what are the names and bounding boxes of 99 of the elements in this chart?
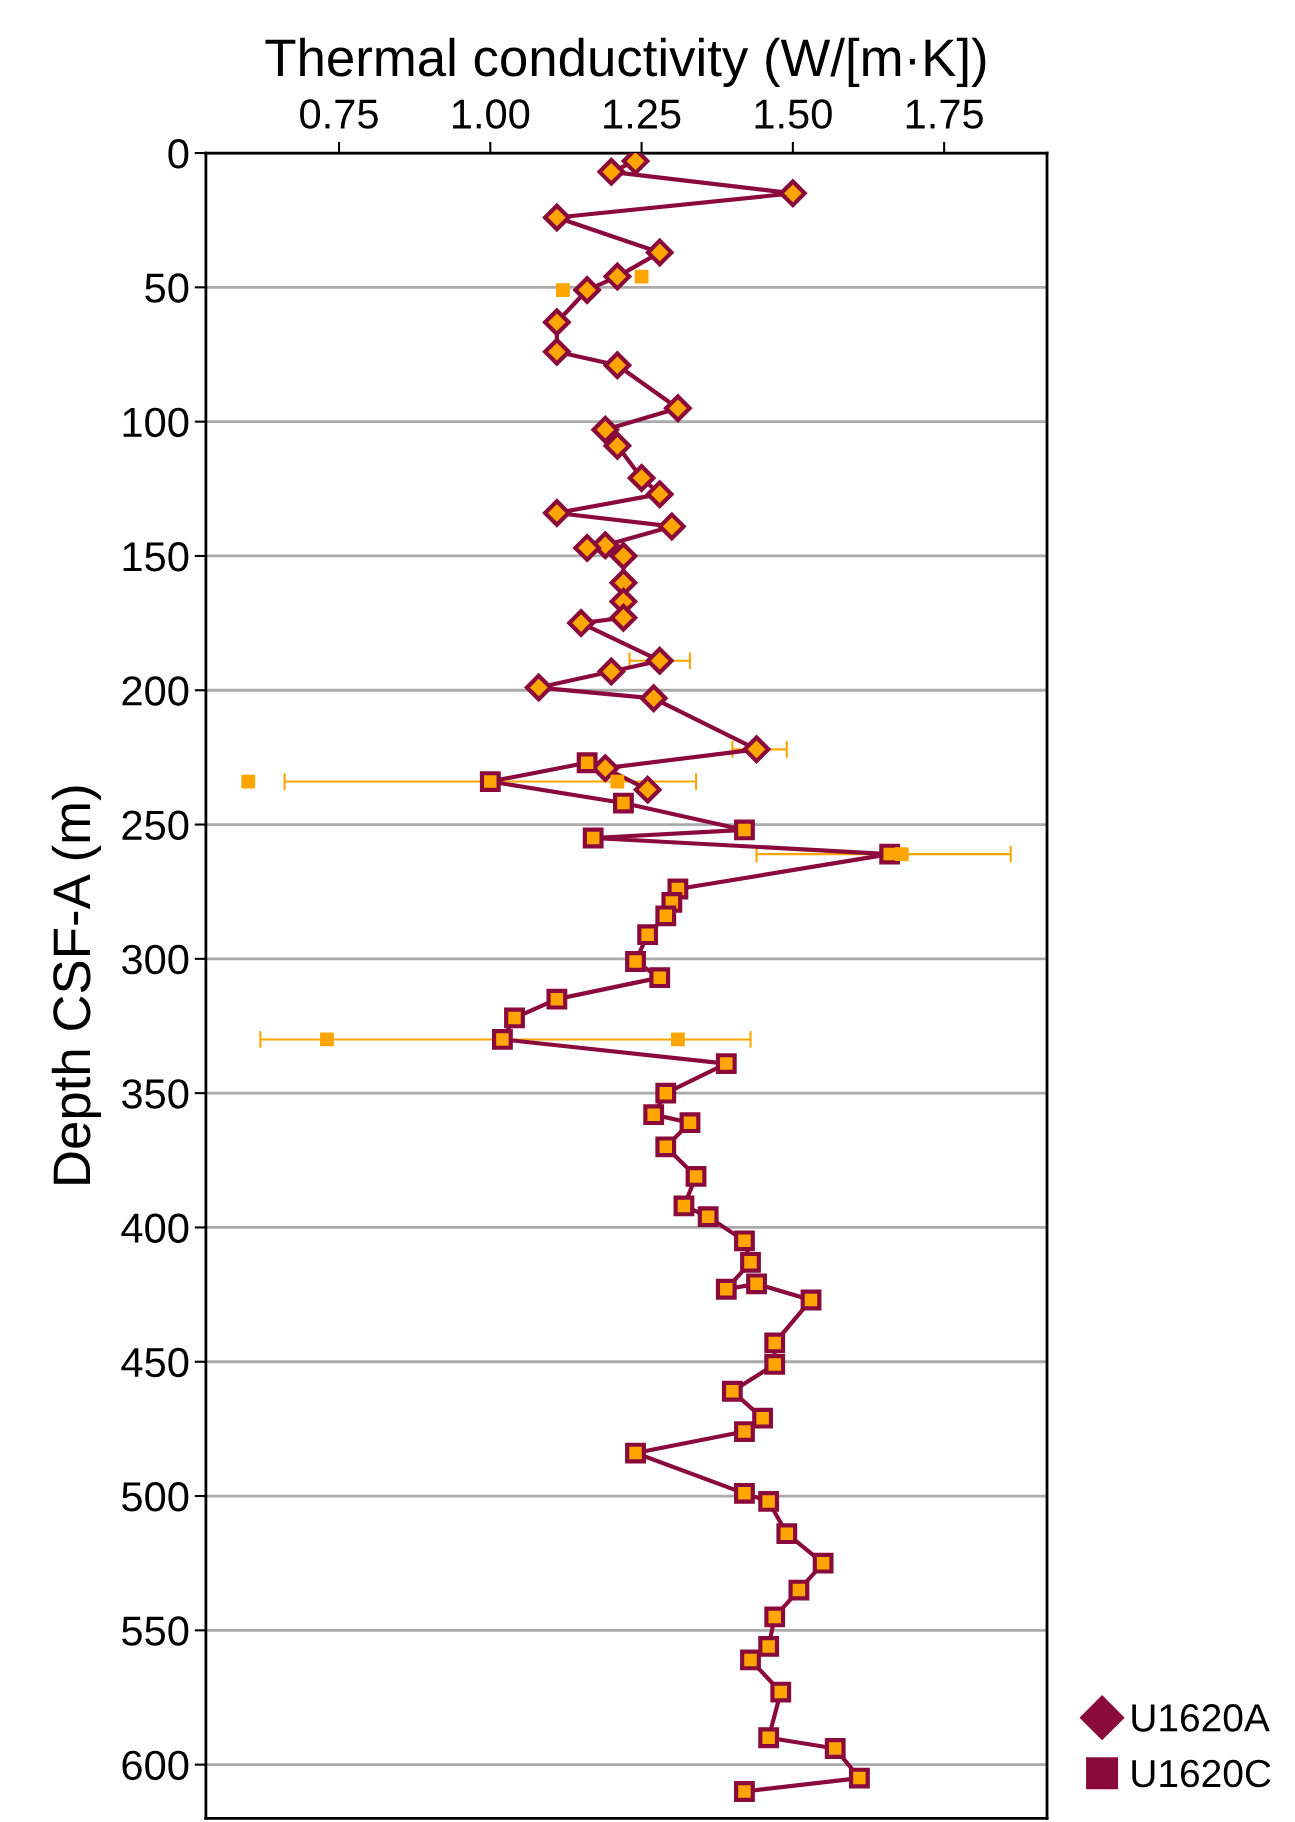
point xyxy=(479,771,501,792)
point xyxy=(241,774,256,789)
point xyxy=(655,1136,677,1158)
point xyxy=(320,1032,334,1047)
y-tick-label: 550 xyxy=(122,1616,189,1646)
point xyxy=(524,673,553,702)
point xyxy=(734,1482,755,1504)
point xyxy=(776,1523,798,1545)
y-tick-label: 150 xyxy=(123,541,189,572)
point xyxy=(764,1606,786,1628)
point xyxy=(556,283,570,297)
point xyxy=(758,1636,780,1657)
y-axis-title: Depth CSF-A (m) xyxy=(51,786,101,1184)
y-tick-label: 300 xyxy=(122,944,189,975)
point xyxy=(742,735,771,764)
point xyxy=(664,394,692,423)
point xyxy=(633,775,662,804)
point xyxy=(812,1552,834,1574)
point xyxy=(800,1289,822,1311)
point xyxy=(645,646,674,675)
y-tick-label: 450 xyxy=(121,1347,189,1378)
point xyxy=(504,1007,525,1029)
point xyxy=(542,308,571,337)
point xyxy=(697,1206,719,1228)
point xyxy=(625,951,646,972)
point xyxy=(634,269,649,284)
y-tick-label: 50 xyxy=(145,273,189,303)
point xyxy=(603,262,632,291)
point xyxy=(657,512,686,541)
point xyxy=(542,337,571,366)
point xyxy=(639,684,668,713)
point xyxy=(576,752,598,774)
point xyxy=(609,542,638,570)
point xyxy=(645,238,674,267)
point xyxy=(764,1354,786,1375)
x-tick-label: 1.75 xyxy=(906,99,983,129)
point xyxy=(637,924,659,946)
point xyxy=(613,792,634,814)
point xyxy=(894,847,909,861)
point xyxy=(597,157,626,186)
point xyxy=(740,1251,761,1273)
point xyxy=(673,1195,695,1217)
point xyxy=(764,1332,786,1354)
x-tick-label: 1.00 xyxy=(452,99,530,129)
y-tick-label: 250 xyxy=(122,810,189,841)
point xyxy=(603,431,632,460)
y-tick-label: 200 xyxy=(122,676,189,706)
point xyxy=(655,905,677,927)
point xyxy=(603,351,632,380)
point xyxy=(824,1738,846,1759)
point xyxy=(849,1767,870,1789)
point xyxy=(734,819,755,841)
point xyxy=(643,1104,665,1126)
point xyxy=(597,657,626,686)
point xyxy=(778,179,807,208)
point xyxy=(734,1781,755,1802)
point xyxy=(582,827,604,849)
point xyxy=(679,1112,701,1134)
legend-label: U1620C xyxy=(1132,1759,1271,1788)
y-tick-label: 0 xyxy=(168,139,189,169)
legend-label: U1620A xyxy=(1132,1704,1270,1732)
point xyxy=(610,774,625,789)
point xyxy=(734,1421,755,1442)
x-tick-label: 1.50 xyxy=(755,99,832,129)
point xyxy=(685,1165,707,1187)
point xyxy=(542,499,571,527)
point xyxy=(546,988,568,1010)
y-tick-label: 350 xyxy=(122,1079,189,1109)
point xyxy=(758,1727,780,1749)
point xyxy=(721,1380,743,1402)
point xyxy=(715,1053,737,1075)
point xyxy=(542,203,571,232)
point xyxy=(573,276,601,304)
point xyxy=(758,1490,780,1512)
point xyxy=(491,1029,513,1050)
point xyxy=(655,1082,677,1104)
point xyxy=(573,534,601,562)
point xyxy=(740,1649,761,1671)
point xyxy=(770,1681,792,1703)
point xyxy=(591,415,620,444)
point xyxy=(627,464,656,492)
point xyxy=(746,1273,767,1295)
y-tick-label: 600 xyxy=(122,1750,189,1781)
point xyxy=(645,480,674,509)
x-tick-label: 0.75 xyxy=(300,99,378,129)
point xyxy=(567,609,595,637)
point xyxy=(715,1278,737,1300)
y-tick-label: 100 xyxy=(123,407,189,438)
y-tick-label: 500 xyxy=(122,1482,189,1512)
point xyxy=(649,967,671,989)
point xyxy=(609,603,638,632)
point xyxy=(788,1579,810,1601)
x-axis-title: Thermal conductivity (W/[m·K]) xyxy=(265,37,986,87)
point xyxy=(752,1407,774,1429)
x-tick-label: 1.25 xyxy=(604,99,681,129)
point xyxy=(670,1032,685,1047)
y-tick-label: 400 xyxy=(121,1213,189,1243)
point xyxy=(625,1442,646,1464)
point xyxy=(734,1230,755,1252)
